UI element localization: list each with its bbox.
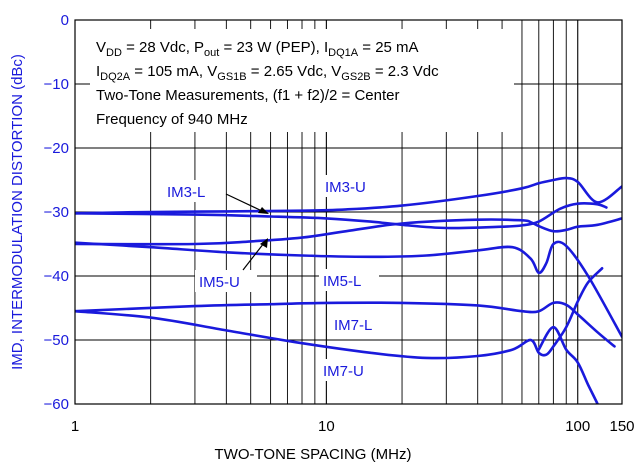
x-tick-label: 150 <box>609 418 634 435</box>
arrowhead-im3-l <box>258 207 269 214</box>
annotation-line-2: IDQ2A = 105 mA, VGS1B = 2.65 Vdc, VGS2B … <box>96 63 439 83</box>
series-line-im5-l <box>75 240 622 339</box>
series-line-im7-l <box>75 301 616 348</box>
label-im5-l: IM5-L <box>323 273 361 290</box>
conditions-annotation: VDD = 28 Vdc, Pout = 23 W (PEP), IDQ1A =… <box>90 29 514 132</box>
label-im5-u: IM5-U <box>199 274 240 291</box>
label-im7-u: IM7-U <box>323 363 364 380</box>
y-tick-label: −60 <box>44 396 69 413</box>
annotation-line-3: Two-Tone Measurements, (f1 + f2)/2 = Cen… <box>96 87 399 104</box>
y-tick-label: −30 <box>44 204 69 221</box>
pointer-im3-l <box>225 193 263 212</box>
y-tick-labels: 0 −10 −20 −30 −40 −50 −60 <box>44 12 69 413</box>
x-tick-label: 1 <box>71 418 79 435</box>
y-tick-label: −20 <box>44 140 69 157</box>
label-im7-l: IM7-L <box>334 317 372 334</box>
arrowhead-im5-u <box>260 238 268 248</box>
series-line-im3-u <box>75 176 622 215</box>
series-labels: IM3-L IM3-U IM5-U IM5-L IM7-L IM7-U <box>163 175 388 381</box>
x-axis-title: TWO-TONE SPACING (MHz) <box>215 446 412 463</box>
x-tick-labels: 1 10 100 150 <box>71 418 635 435</box>
annotation-line-4: Frequency of 940 MHz <box>96 111 248 128</box>
plot-frame <box>74 19 623 405</box>
series-line-im7-u <box>75 267 604 360</box>
series-line-im5-u <box>75 217 622 246</box>
y-tick-label: −10 <box>44 76 69 93</box>
series-line-6 <box>537 325 599 404</box>
pointer-im5-u <box>242 242 265 271</box>
annotation-backdrop <box>90 29 514 132</box>
label-im3-l: IM3-L <box>167 184 205 201</box>
x-tick-label: 10 <box>318 418 335 435</box>
y-tick-label: 0 <box>61 12 69 29</box>
label-im3-u: IM3-U <box>325 179 366 196</box>
y-axis-title: IMD, INTERMODULATION DISTORTION (dBc) <box>9 54 26 370</box>
y-tick-label: −40 <box>44 268 69 285</box>
series-lines <box>75 176 622 404</box>
y-tick-label: −50 <box>44 332 69 349</box>
series-line-im3-l <box>75 202 608 230</box>
annotation-line-1: VDD = 28 Vdc, Pout = 23 W (PEP), IDQ1A =… <box>96 39 419 59</box>
x-tick-label: 100 <box>565 418 590 435</box>
